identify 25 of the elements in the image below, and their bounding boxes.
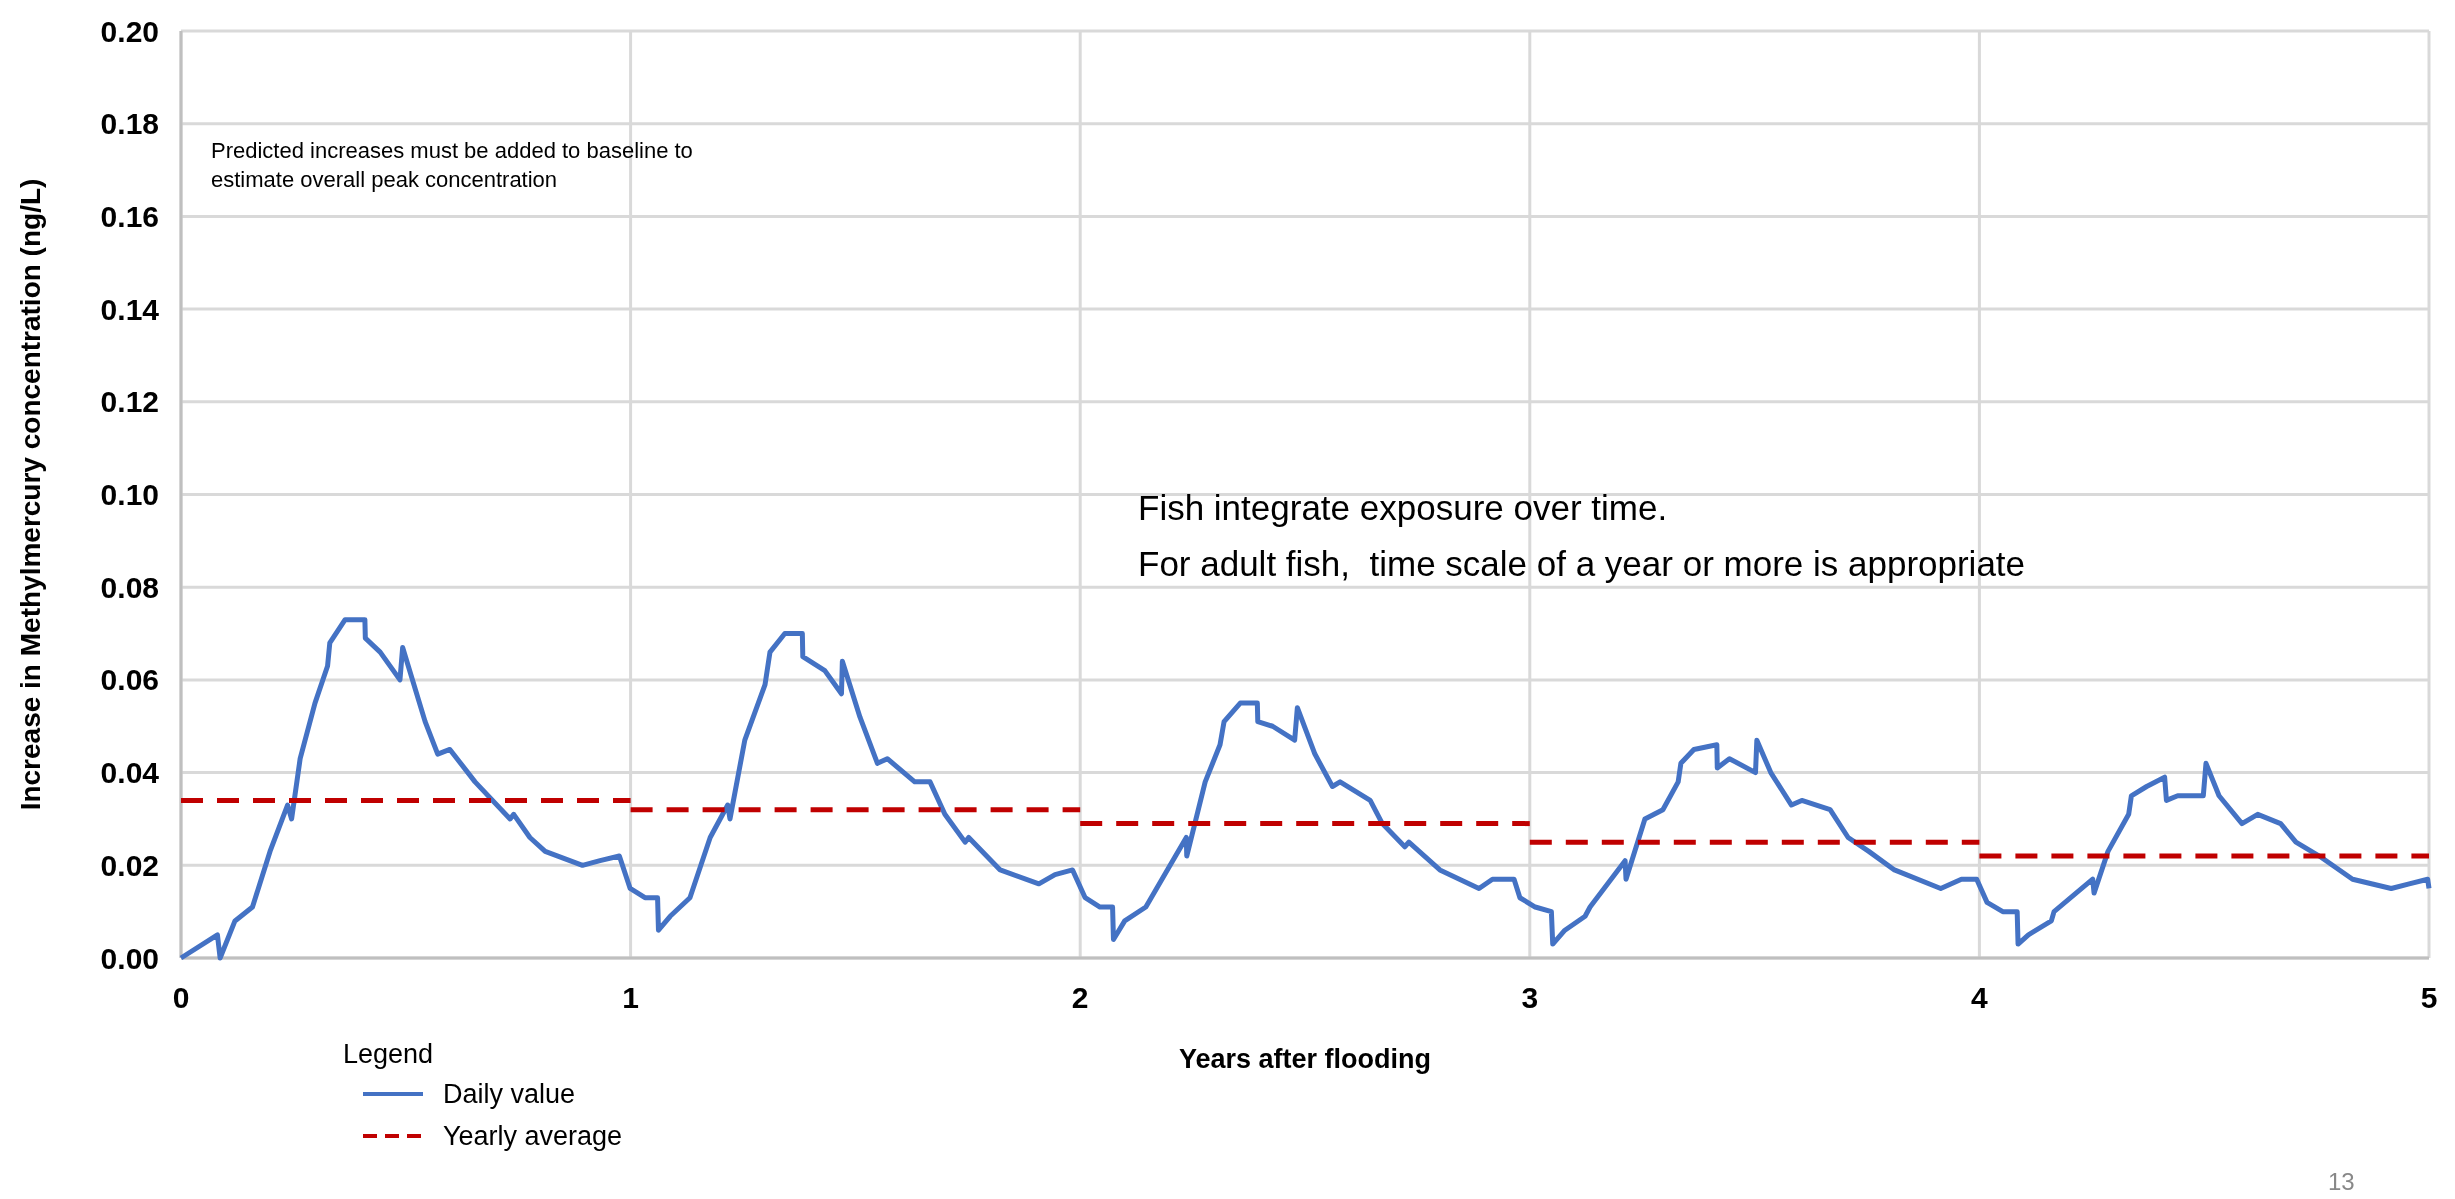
y-tick-label: 0.06: [100, 663, 159, 697]
y-tick-label: 0.10: [100, 478, 159, 511]
y-tick-label: 0.14: [100, 292, 160, 326]
annotation: Fish integrate exposure over time. For adult fish, time scale of a year or more is appropriate: [1138, 488, 2026, 583]
legend-label: Daily value: [443, 1079, 576, 1109]
x-tick-label: 1: [622, 981, 639, 1014]
y-tick-label: 0.00: [100, 941, 159, 975]
y-axis-title: Increase in Methylmercury concentration (ng/L): [15, 178, 46, 811]
x-tick-label: 5: [2420, 981, 2438, 1014]
y-tick-label: 0.18: [100, 107, 159, 141]
y-tick-label: 0.20: [100, 14, 159, 48]
annotation: Predicted increases must be added to baseline to estimate overall peak concentration: [211, 138, 693, 192]
x-tick-label: 4: [1971, 981, 1989, 1014]
text: 13: [2328, 1168, 2355, 1195]
x-tick-label: 0: [172, 981, 190, 1014]
y-tick-label: 0.16: [100, 199, 159, 233]
y-tick-label: 0.04: [100, 756, 160, 790]
legend-title: Legend: [343, 1039, 434, 1069]
x-tick-label: 3: [1521, 981, 1539, 1014]
y-tick-label: 0.02: [100, 848, 159, 882]
y-tick-label: 0.12: [100, 385, 159, 419]
x-tick-label: 2: [1071, 981, 1089, 1014]
legend-label: Yearly average: [443, 1121, 623, 1151]
y-tick-label: 0.08: [100, 570, 159, 604]
x-axis-title: Years after flooding: [1178, 1044, 1432, 1074]
